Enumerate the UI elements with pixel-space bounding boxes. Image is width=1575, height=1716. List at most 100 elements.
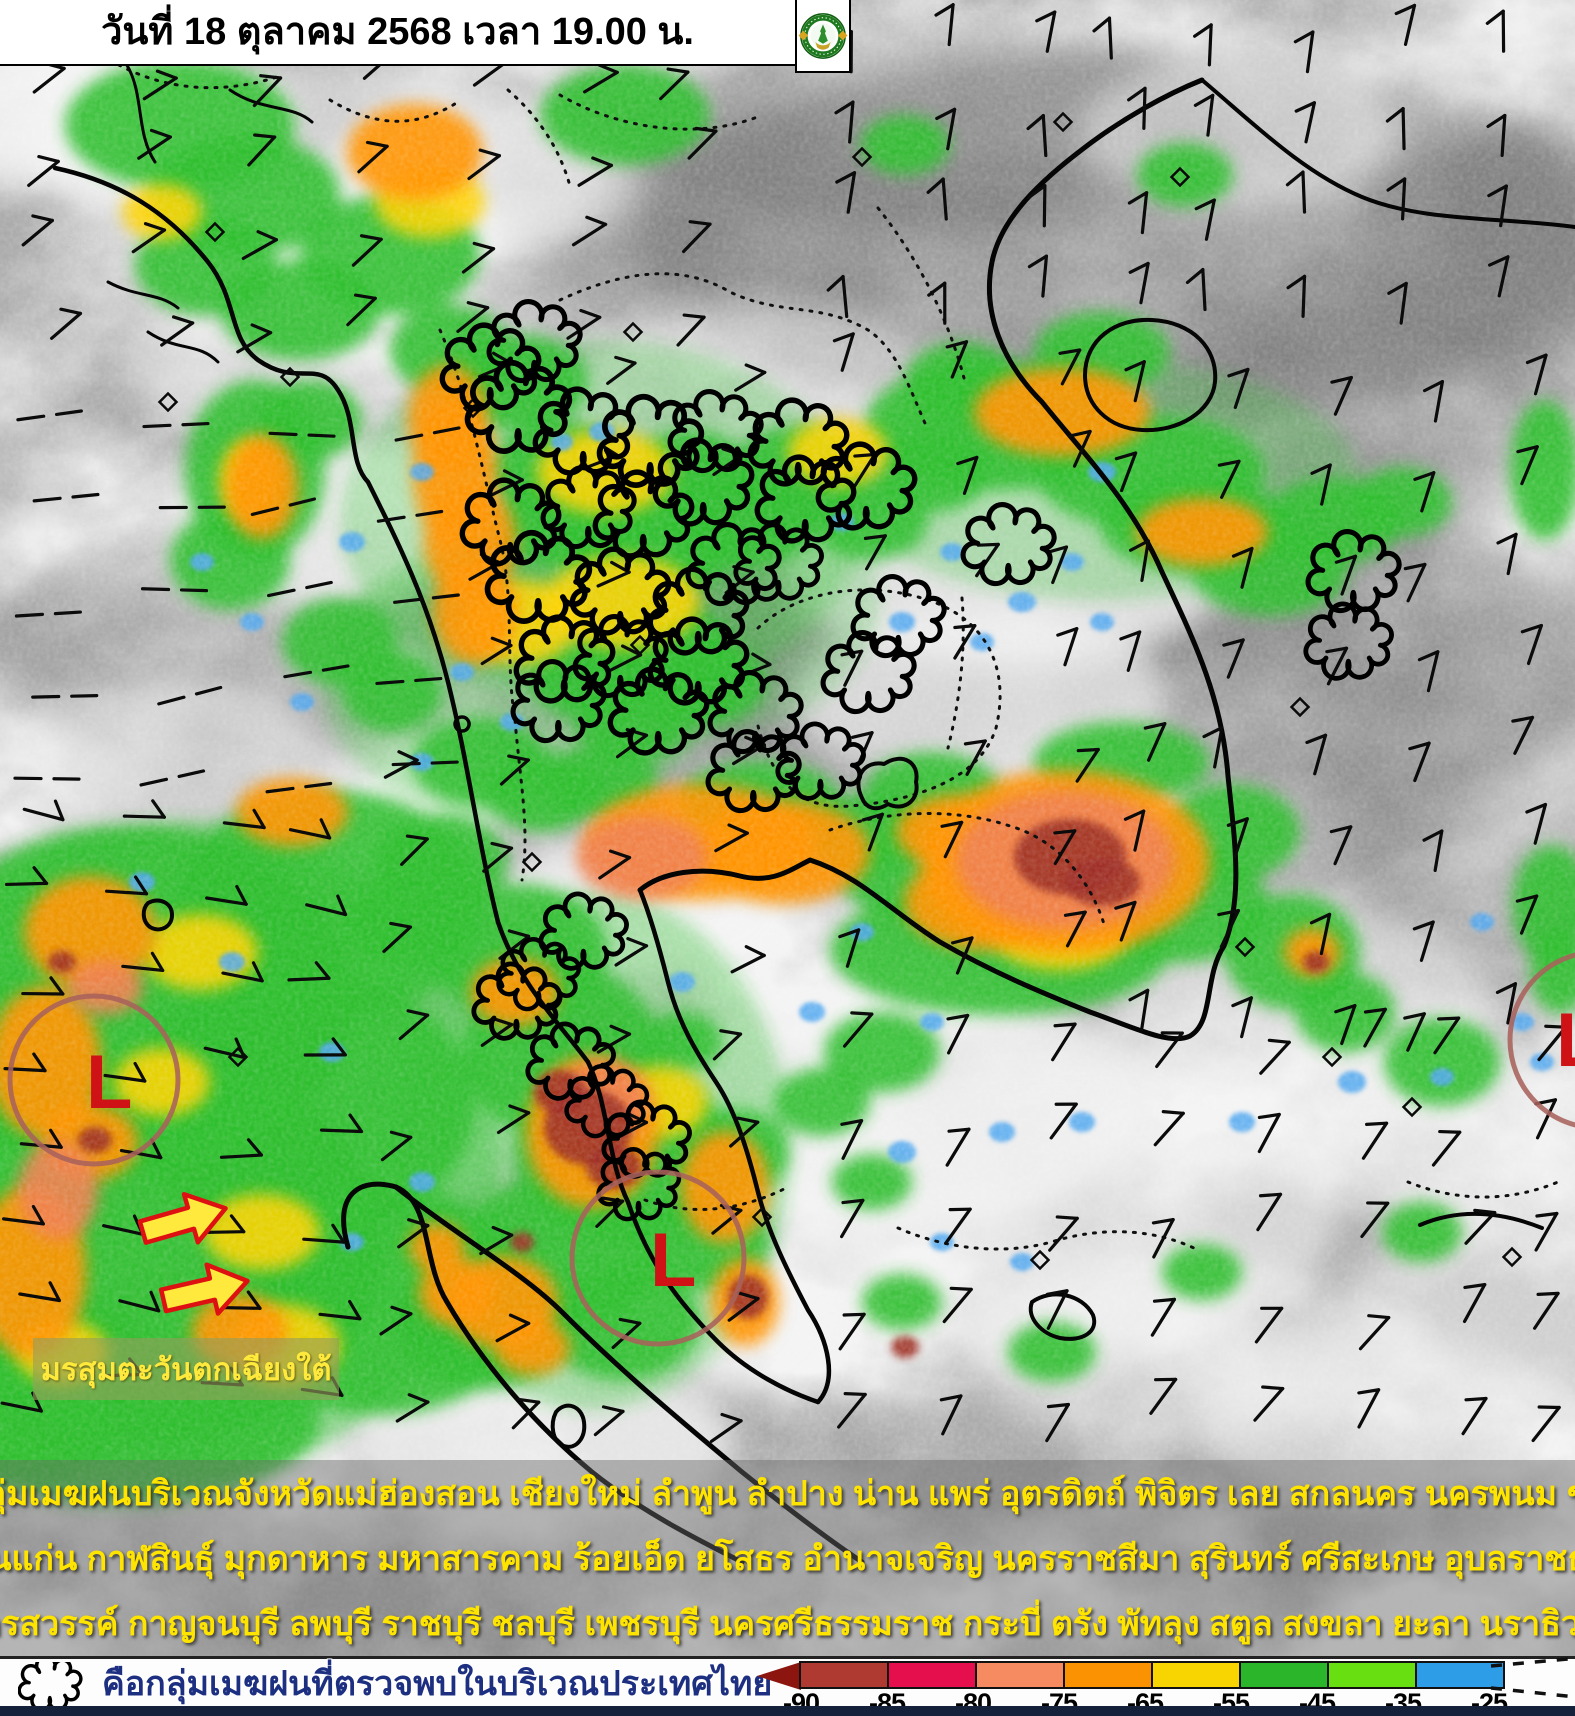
wind-barb-icon — [1217, 908, 1240, 949]
low-pressure-circle — [1507, 952, 1575, 1128]
wind-barb-icon — [160, 315, 195, 347]
province-report-overlay: พบกลุ่มเมฆฝนบริเวณจังหวัดแม่ฮ่องสอน เชีย… — [0, 1460, 1575, 1656]
wind-barb-icon — [490, 469, 524, 497]
wind-barb-icon — [375, 676, 443, 686]
wind-barb-icon — [1360, 1201, 1390, 1239]
wind-barb-icon — [1256, 1192, 1283, 1232]
station-diamond-icon — [1501, 1246, 1523, 1268]
wind-barb-icon — [1259, 1038, 1291, 1075]
wind-barb-icon — [1531, 1405, 1561, 1443]
wind-barb-icon — [222, 808, 266, 830]
wind-barb-icon — [582, 63, 619, 94]
wind-barb-icon — [1386, 177, 1407, 221]
wind-barb-icon — [118, 1290, 161, 1313]
wind-barb-icon — [105, 875, 149, 896]
wind-barb-icon — [236, 323, 273, 354]
wind-barb-icon — [608, 644, 643, 672]
wind-barb-icon — [676, 313, 706, 347]
wind-barb-icon — [1285, 170, 1307, 214]
wind-barb-icon — [1520, 623, 1543, 666]
cloud-legend-label: คือกลุ่มเมฆฝนที่ตรวจพบในบริเวณประเทศไทย — [102, 1665, 773, 1703]
wind-barb-icon — [1309, 912, 1332, 956]
coastline — [146, 330, 220, 364]
wind-barb-icon — [1150, 1297, 1177, 1337]
wind-barb-icon — [1217, 459, 1241, 499]
wind-barb-icon — [1227, 367, 1250, 410]
wind-barb-icon — [1149, 1377, 1178, 1415]
scale-color-box — [1327, 1661, 1417, 1689]
wind-barb-icon — [927, 281, 947, 325]
wind-barb-icon — [287, 961, 331, 982]
wind-barb-icon — [14, 610, 82, 618]
wind-barb-icon — [158, 505, 226, 510]
wind-barb-icon — [826, 274, 849, 319]
wind-barb-icon — [1063, 910, 1087, 948]
wind-barb-icon — [681, 220, 712, 254]
coastline — [393, 1184, 865, 1565]
wind-barb-icon — [1027, 254, 1049, 298]
wind-barb-icon — [319, 1113, 364, 1134]
station-diamond-icon — [851, 146, 873, 168]
tmd-logo-box — [795, 0, 851, 73]
bottom-bar — [0, 1706, 1575, 1716]
scale-color-box — [975, 1661, 1065, 1689]
scale-color-box — [799, 1661, 889, 1689]
wind-barb-icon — [142, 421, 210, 429]
coastline — [1200, 78, 1575, 229]
wind-barb-icon — [131, 222, 167, 254]
wind-barb-icon — [1128, 261, 1150, 305]
wind-barb-icon — [495, 1313, 531, 1343]
wind-barb-icon — [288, 818, 332, 840]
wind-barb-icon — [1422, 829, 1444, 873]
wind-barb-icon — [945, 340, 969, 379]
low-pressure-symbol: L — [650, 1218, 696, 1303]
wind-barb-icon — [247, 133, 277, 167]
wind-barb-icon — [593, 1405, 625, 1437]
legend-bar: คือกลุ่มเมฆฝนที่ตรวจพบในบริเวณประเทศไทย … — [0, 1656, 1575, 1716]
wind-barb-icon — [456, 301, 490, 334]
wind-barb-icon — [302, 1223, 346, 1244]
wind-barb-icon — [1123, 809, 1146, 852]
temperature-scale: -90 -85 -80 -75 -65 -55 -45 -35 -25 — [757, 1656, 1575, 1716]
wind-barb-icon — [1357, 1388, 1381, 1429]
wind-barb-icon — [1488, 255, 1510, 298]
page-title: วันที่ 18 ตุลาคม 2568 เวลา 19.00 น. — [101, 11, 694, 53]
scale-arrow-left — [757, 1662, 801, 1690]
wind-barb-icon — [939, 1394, 963, 1436]
wind-barb-icon — [376, 509, 444, 523]
wind-barb-icon — [394, 426, 461, 442]
wind-barb-icon — [21, 214, 54, 247]
wind-barb-icon — [940, 820, 964, 859]
low-pressure-circle — [7, 993, 181, 1167]
wind-barb-icon — [614, 937, 649, 967]
wind-barb-icon — [305, 894, 348, 917]
wind-barb-icon — [729, 1116, 760, 1148]
wind-barb-icon — [1069, 429, 1092, 468]
wind-barb-icon — [499, 754, 530, 786]
wind-barb-icon — [1294, 101, 1316, 144]
coastline — [106, 280, 180, 310]
wind-barb-icon — [1461, 1396, 1488, 1436]
coastline — [1418, 1212, 1544, 1230]
wind-barb-icon — [730, 945, 766, 974]
wind-barb-icon — [283, 664, 350, 679]
wind-barb-icon — [1533, 1291, 1560, 1330]
wind-barb-icon — [953, 624, 977, 660]
wind-barb-icon — [1305, 733, 1328, 776]
wind-barb-icon — [1464, 1208, 1497, 1245]
wind-barb-icon — [380, 1130, 413, 1162]
scale-color-box — [1151, 1661, 1241, 1689]
wind-barb-icon — [1329, 825, 1353, 866]
wind-barb-icon — [511, 1397, 541, 1430]
wind-barb-icon — [926, 177, 948, 221]
wind-barb-icon — [1534, 1211, 1559, 1252]
wind-barb-icon — [863, 534, 887, 571]
wind-barb-icon — [577, 156, 614, 187]
station-diamond-icon — [157, 391, 179, 413]
wind-barb-icon — [840, 1198, 865, 1239]
station-diamond-icon — [1289, 696, 1311, 718]
wind-barb-icon — [727, 1291, 760, 1322]
wind-barb-icon — [1053, 829, 1077, 866]
wind-barb-icon — [379, 1305, 413, 1336]
